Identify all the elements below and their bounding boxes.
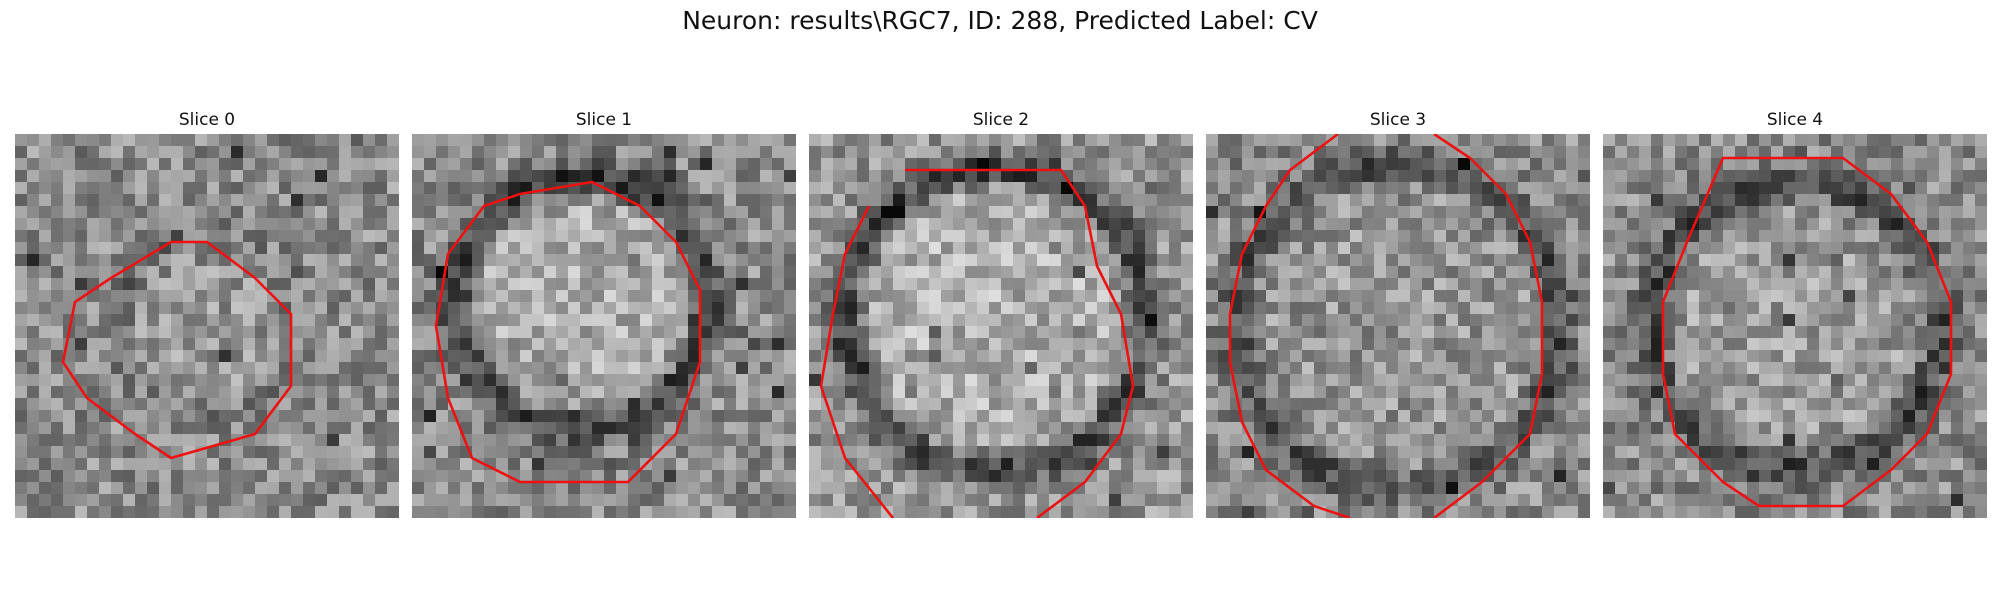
slice-pixels-4: [1603, 134, 1987, 518]
slice-pixels-0: [15, 134, 399, 518]
slice-title-0: Slice 0: [178, 110, 236, 130]
slice-pixels-3: [1206, 134, 1590, 518]
slice-title-2: Slice 2: [972, 110, 1030, 130]
slice-image-2: [809, 134, 1193, 518]
slice-image-0: [15, 134, 399, 518]
figure-title: Neuron: results\RGC7, ID: 288, Predicted…: [682, 6, 1318, 35]
slice-panel-3: Slice 3: [1206, 108, 1590, 521]
slice-panel-1: Slice 1: [412, 108, 796, 521]
slice-pixels-1: [412, 134, 796, 518]
slice-title-3: Slice 3: [1369, 110, 1427, 130]
slice-panel-0: Slice 0: [15, 108, 399, 521]
segmentation-contour-3-1: [1433, 134, 1544, 518]
segmentation-contour-2-1: [819, 205, 895, 518]
slice-image-1: [412, 134, 796, 518]
slice-title-4: Slice 4: [1766, 110, 1824, 130]
slice-image-4: [1603, 134, 1987, 518]
slice-image-3: [1206, 134, 1590, 518]
slice-panel-2: Slice 2: [809, 108, 1193, 521]
segmentation-contour-4-0: [1661, 156, 1953, 508]
segmentation-contour-2-0: [905, 168, 1135, 518]
segmentation-contour-0-0: [61, 240, 293, 460]
slice-title-1: Slice 1: [575, 110, 633, 130]
slice-panel-4: Slice 4: [1603, 108, 1987, 521]
segmentation-contour-1-0: [434, 180, 702, 484]
segmentation-contour-3-0: [1228, 134, 1351, 518]
slice-pixels-2: [809, 134, 1193, 518]
